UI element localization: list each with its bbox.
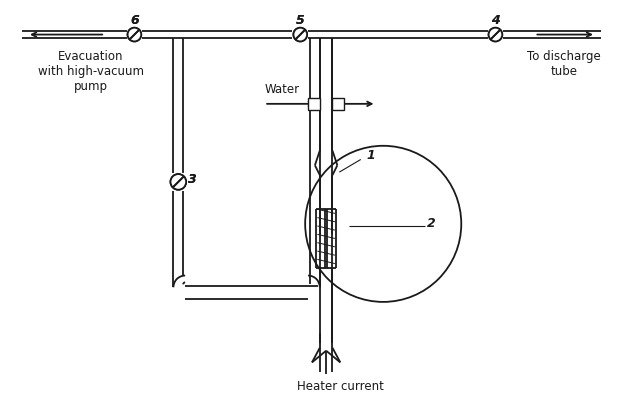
Circle shape bbox=[488, 28, 502, 42]
Circle shape bbox=[293, 28, 307, 42]
Bar bbox=[308, 98, 320, 110]
Circle shape bbox=[171, 174, 186, 190]
Text: 4: 4 bbox=[491, 14, 500, 27]
Text: To discharge
tube: To discharge tube bbox=[527, 50, 601, 78]
Circle shape bbox=[171, 174, 186, 190]
Bar bbox=[488, 30, 503, 40]
Text: Water: Water bbox=[264, 83, 299, 96]
Bar bbox=[292, 30, 308, 40]
Text: 2: 2 bbox=[427, 217, 436, 230]
Circle shape bbox=[128, 28, 141, 42]
Circle shape bbox=[293, 28, 307, 42]
Bar bbox=[173, 173, 184, 191]
Bar bbox=[333, 98, 344, 110]
Text: Heater current: Heater current bbox=[297, 380, 384, 393]
Text: 6: 6 bbox=[130, 14, 139, 27]
Circle shape bbox=[488, 28, 502, 42]
Text: 5: 5 bbox=[296, 14, 305, 27]
Text: 3: 3 bbox=[188, 173, 197, 187]
Text: 1: 1 bbox=[366, 149, 376, 162]
Text: 5: 5 bbox=[296, 14, 305, 27]
Text: 3: 3 bbox=[188, 173, 197, 187]
Bar bbox=[126, 30, 142, 40]
Text: 6: 6 bbox=[130, 14, 139, 27]
Circle shape bbox=[128, 28, 141, 42]
Text: Evacuation
with high-vacuum
pump: Evacuation with high-vacuum pump bbox=[37, 50, 143, 93]
Text: 4: 4 bbox=[491, 14, 500, 27]
